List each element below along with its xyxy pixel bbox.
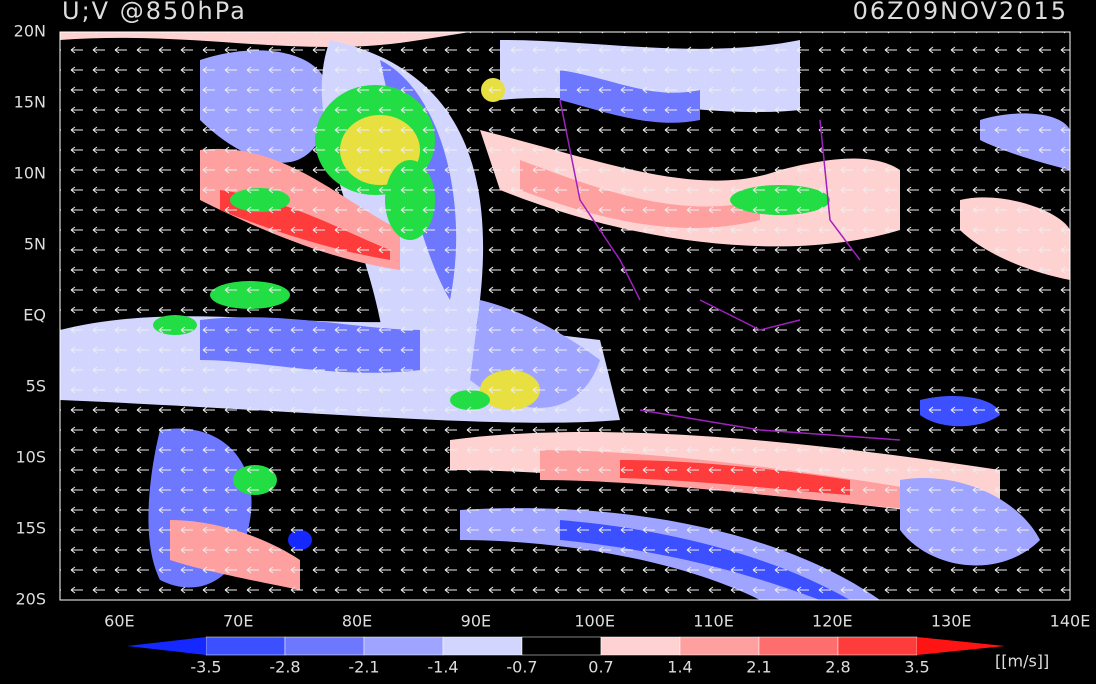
colorbar-label: -1.4 <box>427 658 458 677</box>
lon-label: 110E <box>693 612 734 631</box>
colorbar-end-low <box>127 637 206 655</box>
colorbar-label: 3.5 <box>904 658 929 677</box>
lon-label: 100E <box>574 612 615 631</box>
colorbar-box <box>205 636 286 656</box>
lat-label: EQ <box>23 306 46 325</box>
lon-label: 130E <box>931 612 972 631</box>
colorbar-box <box>679 636 760 656</box>
colorbar-box <box>363 636 444 656</box>
colorbar-label: -3.5 <box>190 658 221 677</box>
lat-label: 15S <box>15 519 46 538</box>
lat-label: 10S <box>15 448 46 467</box>
axis-labels: 20N 15N 10N 5N EQ 5S 10S 15S 20S 60E 70E 80E 90E 100E… <box>14 22 1091 631</box>
title: U;V @850hPa <box>62 0 247 25</box>
colorbar-box <box>600 636 681 656</box>
lon-label: 120E <box>812 612 853 631</box>
colorbar: -3.5 -2.8 -2.1 -1.4 -0.7 0.7 1.4 2.1 2.8 3.5 <box>127 636 1005 677</box>
colorbar-end-high <box>917 637 1005 655</box>
lat-label: 5S <box>26 377 46 396</box>
lat-label: 15N <box>14 93 46 112</box>
lat-label: 10N <box>14 164 46 183</box>
lon-label: 70E <box>223 612 253 631</box>
map-frame <box>59 31 1071 601</box>
colorbar-label: -0.7 <box>506 658 537 677</box>
colorbar-label: 1.4 <box>667 658 692 677</box>
map-field <box>60 32 1070 600</box>
lon-label: 90E <box>461 612 491 631</box>
colorbar-box <box>284 636 365 656</box>
colorbar-box <box>837 636 918 656</box>
lat-label: 5N <box>24 235 46 254</box>
unit-label: [[m/s]] <box>995 652 1049 671</box>
colorbar-label: 2.8 <box>825 658 850 677</box>
lon-label: 60E <box>104 612 134 631</box>
lat-label: 20N <box>14 22 46 41</box>
colorbar-box <box>758 636 839 656</box>
colorbar-label: 0.7 <box>588 658 613 677</box>
colorbar-label: -2.1 <box>348 658 379 677</box>
colorbar-box <box>521 636 602 656</box>
lon-label: 140E <box>1050 612 1091 631</box>
lat-label: 20S <box>15 590 46 609</box>
time-label: 06Z09NOV2015 <box>853 0 1068 25</box>
colorbar-box <box>442 636 523 656</box>
colorbar-label: 2.1 <box>746 658 771 677</box>
lon-label: 80E <box>342 612 372 631</box>
colorbar-label: -2.8 <box>269 658 300 677</box>
